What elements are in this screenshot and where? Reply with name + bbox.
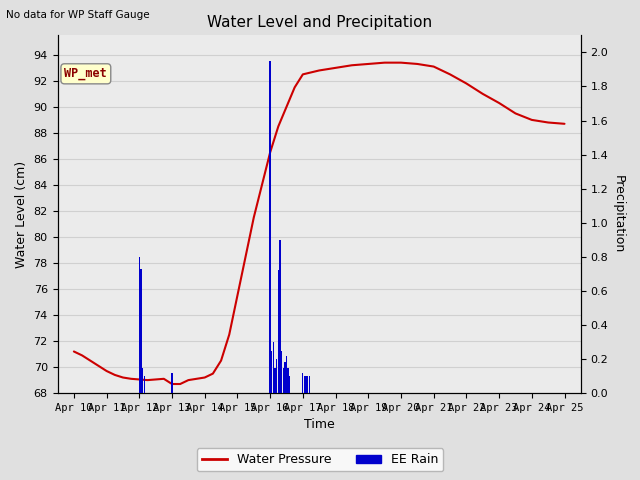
Y-axis label: Precipitation: Precipitation — [612, 175, 625, 253]
Bar — [273, 342, 274, 393]
Bar — [286, 356, 287, 393]
Bar — [142, 368, 143, 393]
Y-axis label: Water Level (cm): Water Level (cm) — [15, 161, 28, 268]
Legend: Water Pressure, EE Rain: Water Pressure, EE Rain — [196, 448, 444, 471]
Bar — [308, 376, 310, 393]
Bar — [275, 368, 276, 393]
Bar — [271, 350, 273, 393]
Bar — [278, 270, 279, 393]
Bar — [269, 61, 271, 393]
Bar — [287, 368, 289, 393]
Bar — [283, 368, 284, 393]
Bar — [276, 359, 277, 393]
Bar — [281, 350, 282, 393]
Bar — [302, 372, 303, 393]
Text: WP_met: WP_met — [65, 67, 108, 80]
Bar — [289, 376, 291, 393]
Title: Water Level and Precipitation: Water Level and Precipitation — [207, 15, 432, 30]
Bar — [279, 240, 280, 393]
Bar — [284, 362, 285, 393]
Bar — [143, 376, 145, 393]
X-axis label: Time: Time — [304, 419, 335, 432]
Bar — [172, 372, 173, 393]
Bar — [305, 376, 307, 393]
Bar — [139, 257, 140, 393]
Bar — [140, 269, 141, 393]
Bar — [304, 376, 305, 393]
Text: No data for WP Staff Gauge: No data for WP Staff Gauge — [6, 10, 150, 20]
Bar — [307, 376, 308, 393]
